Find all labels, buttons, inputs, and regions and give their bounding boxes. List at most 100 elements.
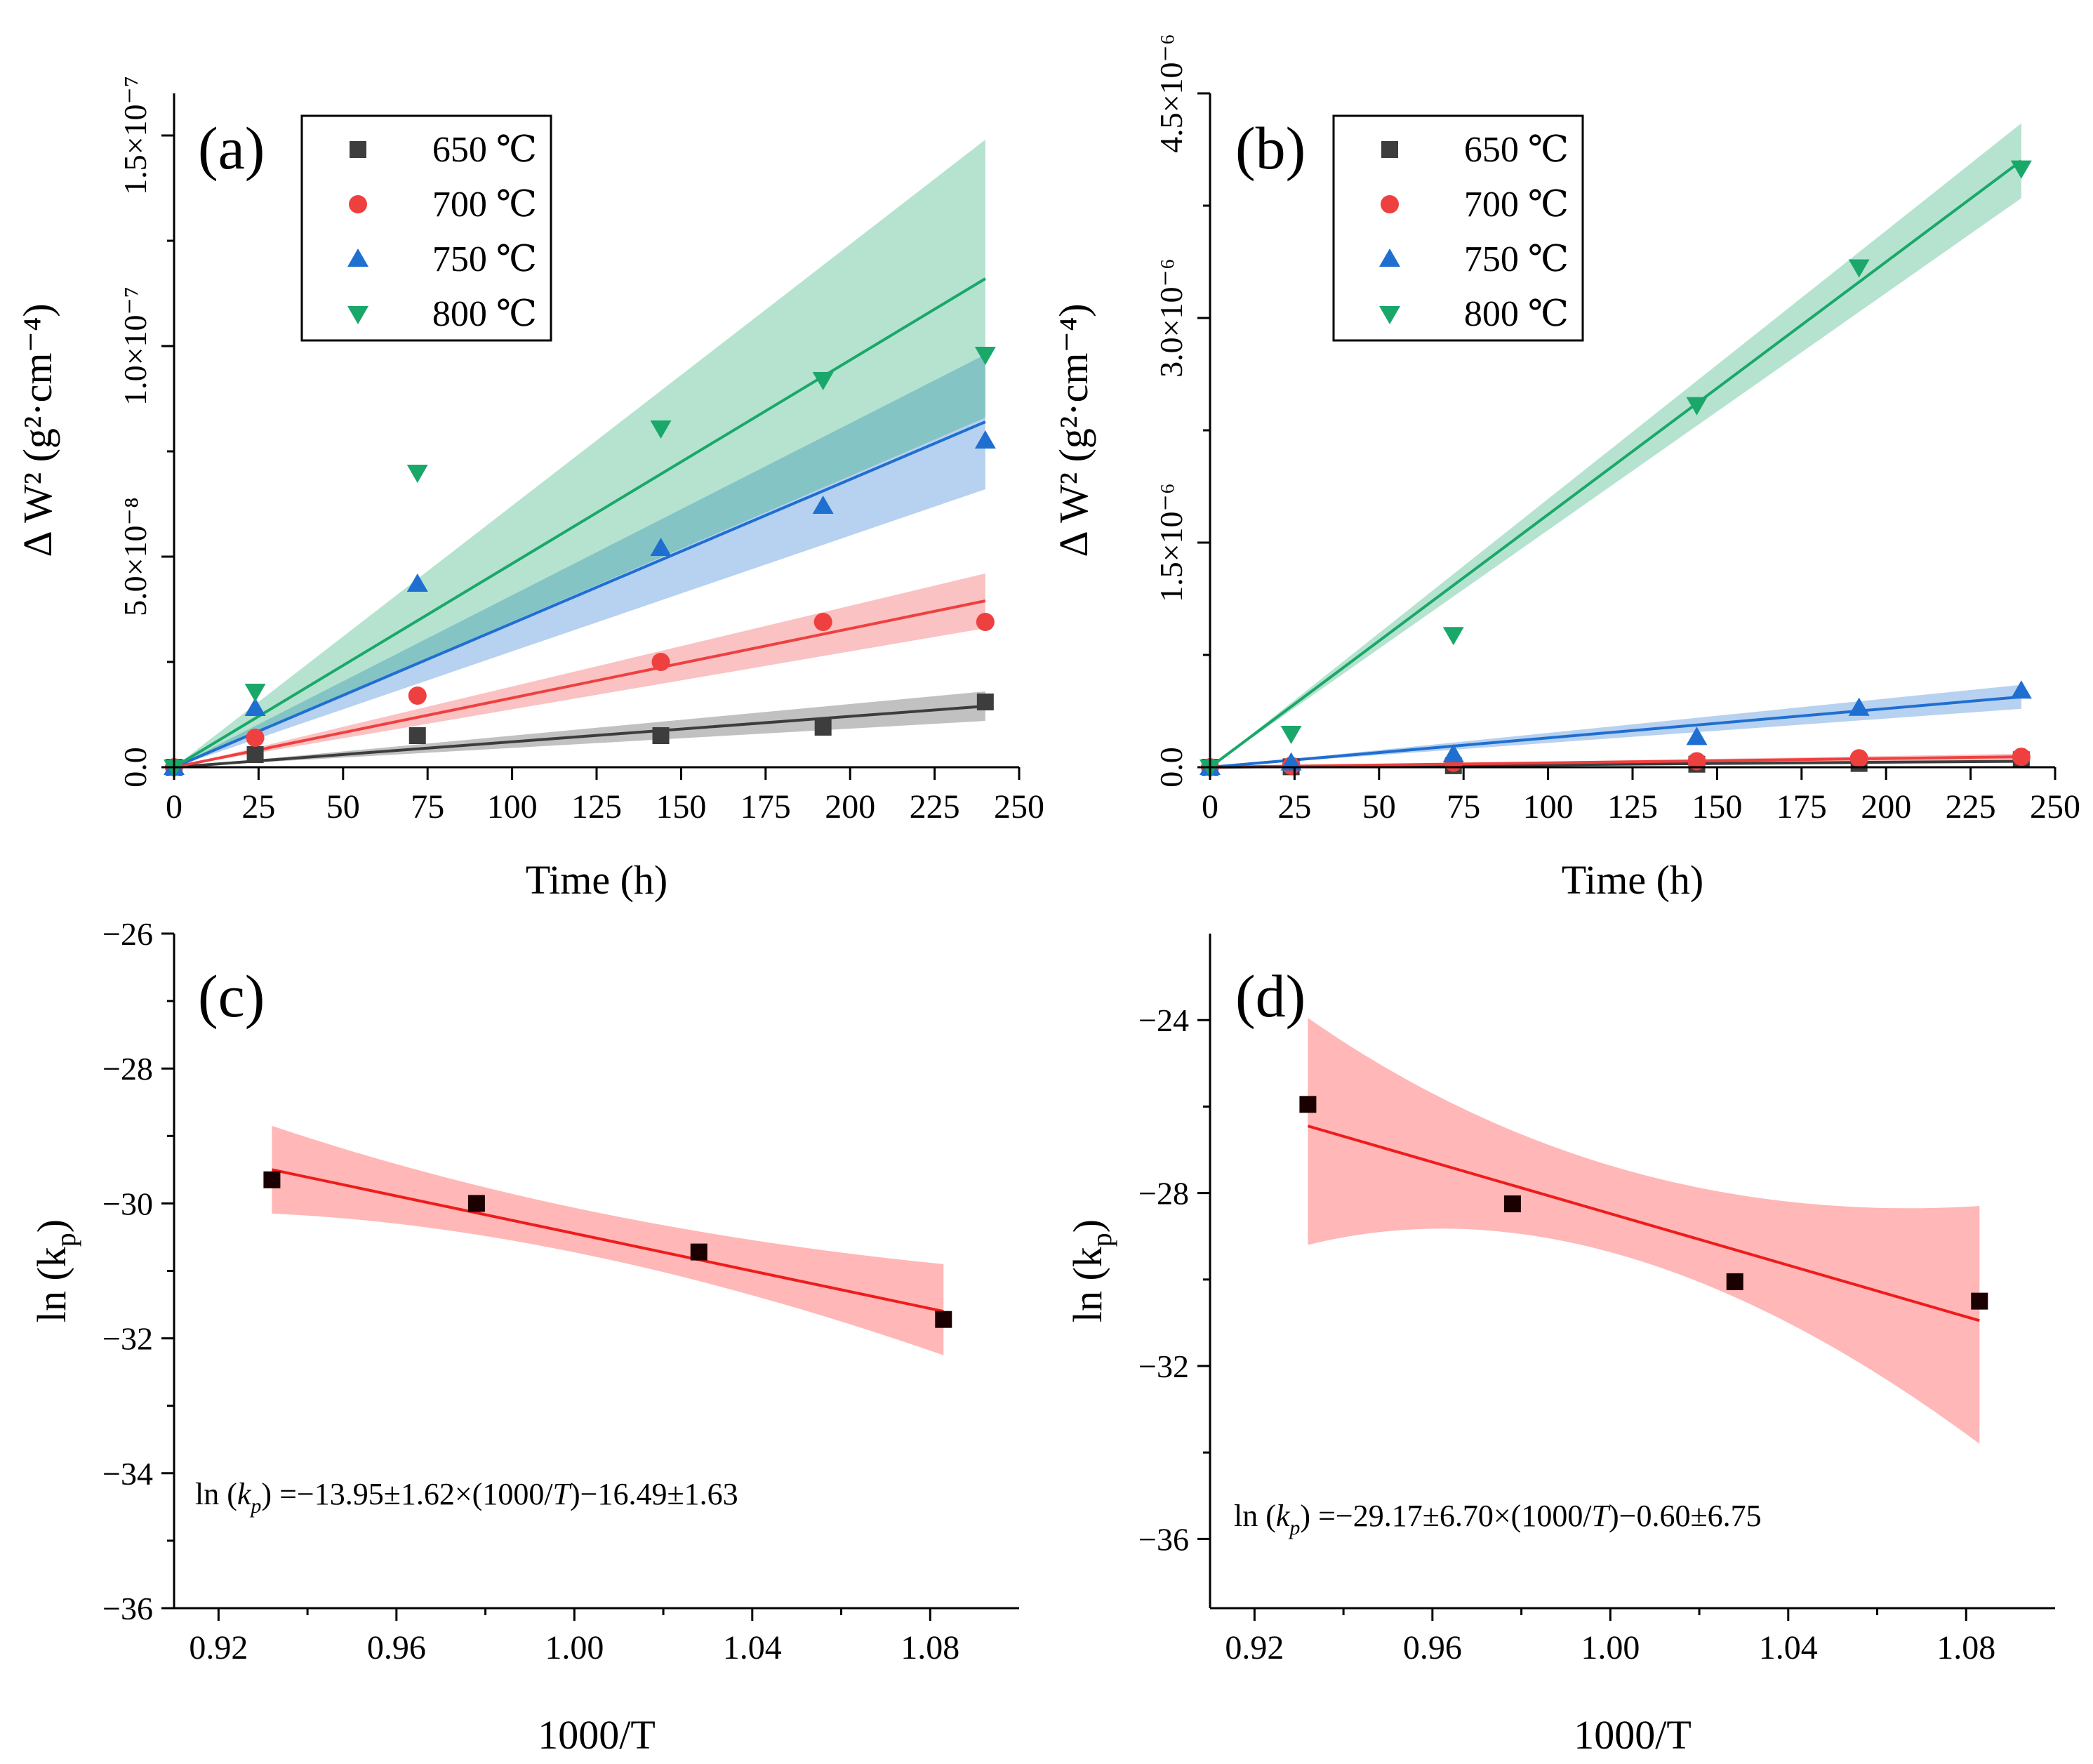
data-point-series-1 [246, 729, 265, 747]
data-point [935, 1311, 952, 1328]
y-axis-label-main: ln (k [1065, 1247, 1110, 1322]
x-tick-label: 1.00 [1581, 1629, 1640, 1666]
panel-d-confidence-band [1308, 1018, 1980, 1444]
x-axis-label: 1000/T [1574, 1712, 1692, 1758]
y-tick-label: −34 [102, 1456, 153, 1492]
y-tick-label: −32 [1138, 1348, 1189, 1384]
y-tick-label: 4.5×10⁻⁶ [1153, 34, 1189, 153]
legend-marker-0 [350, 141, 366, 158]
data-point [1503, 1195, 1521, 1213]
panel-c-equation: ln (kp) =−13.95±1.62×(1000/T)−16.49±1.63 [195, 1477, 738, 1518]
data-point-series-1 [651, 653, 670, 671]
band-series-1 [174, 573, 985, 767]
band-series-2 [174, 354, 985, 767]
x-tick-label: 100 [487, 788, 538, 825]
fit-line [271, 1168, 944, 1313]
y-tick-label: −36 [102, 1591, 153, 1626]
panel-c-chart: 0.92 0.96 1.00 1.04 1.08 −36 −34 −32 −30 −28 −26 10… [29, 916, 1019, 1758]
panel-d-axes: 0.92 0.96 1.00 1.04 1.08 −36 −32 −28 −24 1000/T ln… [1065, 934, 2055, 1758]
x-tick-label: 1.04 [1759, 1629, 1818, 1666]
panel-a-confidence-bands [174, 140, 985, 767]
data-point-series-1 [1687, 752, 1706, 771]
legend-label-3: 800 ℃ [432, 294, 537, 334]
y-axis-label: ln (kp) [29, 1219, 81, 1322]
y-tick-label: 1.5×10⁻⁷ [117, 76, 153, 195]
y-axis-label-sub: p [50, 1233, 81, 1247]
panel-b-axes: 0 25 50 75 100 125 150 175 200 225 250 0.0 1.5×10⁻⁶ 3… [1051, 34, 2080, 903]
x-tick-label: 125 [571, 788, 622, 825]
data-point-series-0 [408, 727, 426, 744]
data-point-series-2 [406, 573, 428, 592]
y-axis-label: ln (kp) [1065, 1219, 1117, 1322]
y-tick-label: 0.0 [117, 747, 153, 788]
data-point-series-2 [1280, 752, 1302, 771]
legend-label-0: 650 ℃ [1464, 130, 1569, 170]
data-point [1971, 1292, 1988, 1310]
y-tick-label: 5.0×10⁻⁸ [117, 497, 153, 616]
panel-b-fit-lines [1209, 159, 2023, 769]
fit-line-series-2 [173, 420, 986, 769]
legend-label-2: 750 ℃ [432, 239, 537, 279]
panel-c-fit-line [271, 1168, 944, 1313]
x-tick-label: 200 [825, 788, 875, 825]
data-point-series-1 [2012, 748, 2031, 767]
legend-label-1: 700 ℃ [432, 185, 537, 225]
y-tick-label: 0.0 [1153, 747, 1189, 788]
fit-line-series-3 [173, 277, 986, 769]
data-point-series-3 [812, 372, 834, 390]
y-tick-label: 3.0×10⁻⁶ [1153, 258, 1189, 378]
panel-d-chart: 0.92 0.96 1.00 1.04 1.08 −36 −32 −28 −24 1000/T ln… [1065, 934, 2055, 1758]
y-axis-label-close: ) [1065, 1219, 1110, 1233]
y-tick-label: 1.5×10⁻⁶ [1153, 483, 1189, 602]
panel-a-fit-lines [173, 277, 986, 769]
legend-marker-0 [1381, 141, 1398, 158]
y-axis-label-sub: p [1086, 1233, 1117, 1247]
data-point [690, 1243, 707, 1261]
data-point-series-2 [1442, 743, 1464, 762]
x-tick-label: 75 [411, 788, 444, 825]
x-tick-label: 50 [326, 788, 360, 825]
panel-c-axes: 0.92 0.96 1.00 1.04 1.08 −36 −34 −32 −30 −28 −26 10… [29, 916, 1019, 1758]
panel-c-label: (c) [198, 962, 265, 1030]
legend-label-0: 650 ℃ [432, 130, 537, 170]
band-series-2 [1210, 684, 2021, 767]
x-tick-label: 150 [656, 788, 706, 825]
data-point-series-3 [974, 347, 996, 365]
panel-d-data-points [1299, 1096, 1988, 1310]
y-axis-label-close: ) [29, 1219, 74, 1233]
fit-line [1307, 1125, 1980, 1322]
panel-d-fit-line [1307, 1125, 1980, 1322]
x-tick-label: 0.96 [367, 1629, 426, 1666]
x-axis-label: Time (h) [526, 857, 668, 903]
data-point-series-2 [2010, 680, 2032, 699]
data-point-series-2 [1848, 697, 1870, 716]
legend-marker-3 [1379, 306, 1400, 324]
data-point-series-1 [976, 613, 995, 631]
x-axis-label: 1000/T [538, 1712, 656, 1758]
y-axis-label-main: ln (k [29, 1247, 74, 1322]
panel-d-equation: ln (kp) =−29.17±6.70×(1000/T)−0.60±6.75 [1234, 1499, 1762, 1539]
data-point-series-1 [813, 613, 832, 631]
data-point-series-3 [1686, 397, 1708, 416]
legend-marker-1 [349, 195, 367, 213]
x-tick-label: 0.92 [1225, 1629, 1284, 1666]
x-tick-label: 25 [241, 788, 275, 825]
band-series-3 [1210, 123, 2021, 767]
x-tick-label: 75 [1447, 788, 1480, 825]
y-tick-label: −24 [1138, 1002, 1189, 1038]
legend-label-1: 700 ℃ [1464, 185, 1569, 225]
data-point-series-3 [2010, 160, 2032, 179]
x-tick-label: 125 [1607, 788, 1658, 825]
panel-a-legend: 650 ℃ 700 ℃ 750 ℃ 800 ℃ [300, 114, 552, 342]
data-point-series-0 [814, 719, 832, 736]
y-axis-label: Δ W² (g²·cm⁻⁴) [1051, 303, 1096, 557]
legend-box [1332, 114, 1584, 342]
panel-b-confidence-bands [1210, 123, 2021, 767]
data-point-series-3 [244, 684, 266, 702]
x-tick-label: 25 [1277, 788, 1311, 825]
panel-a-label: (a) [198, 114, 265, 182]
x-tick-label: 1.04 [723, 1629, 782, 1666]
data-point-series-3 [406, 465, 428, 483]
data-point-series-2 [244, 698, 266, 716]
